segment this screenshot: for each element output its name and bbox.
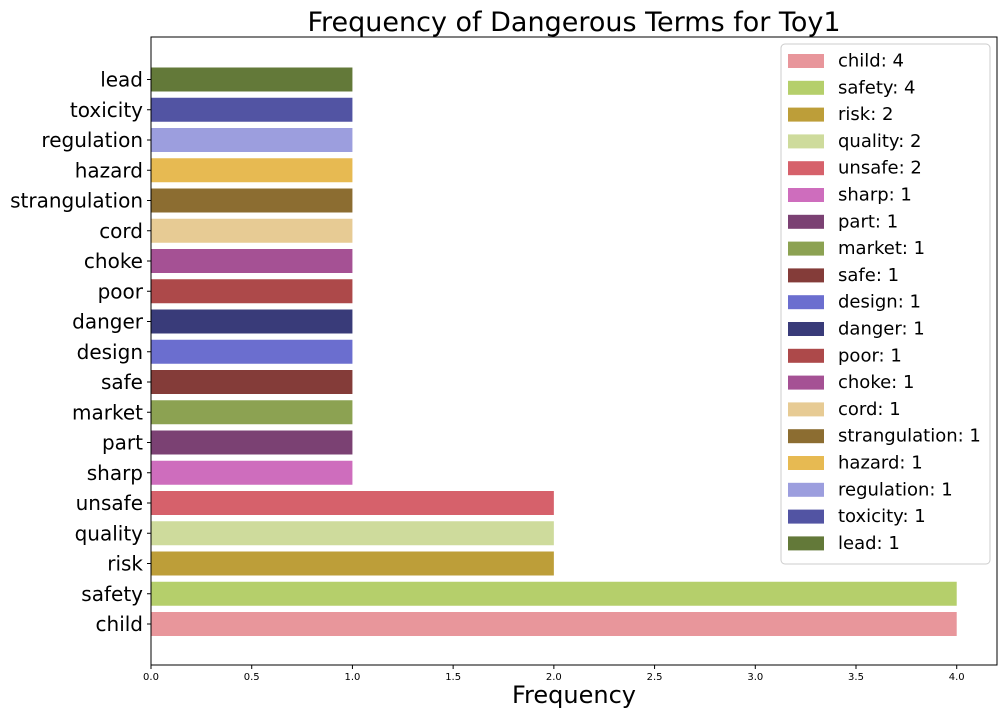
x-tick-label: 3.5 <box>848 672 864 683</box>
legend-label-danger: danger: 1 <box>838 319 925 340</box>
legend-swatch-sharp <box>788 188 824 202</box>
bar-child <box>151 612 957 636</box>
legend-swatch-risk <box>788 107 824 122</box>
legend-label-toxicity: toxicity: 1 <box>838 506 926 527</box>
legend-label-unsafe: unsafe: 2 <box>838 158 922 179</box>
legend-frame <box>780 43 991 565</box>
legend-swatch-toxicity <box>788 509 824 524</box>
x-axis-label: Frequency <box>512 681 636 709</box>
y-tick-label-toxicity: toxicity <box>70 98 143 122</box>
y-tick-label-risk: risk <box>107 552 143 576</box>
y-tick-label-quality: quality <box>75 521 144 545</box>
y-tick-label-choke: choke <box>84 249 143 273</box>
y-tick-label-unsafe: unsafe <box>76 491 143 515</box>
legend-label-poor: poor: 1 <box>838 345 902 366</box>
bar-risk <box>151 551 554 576</box>
bar-quality <box>151 521 554 546</box>
y-tick-label-market: market <box>72 400 143 424</box>
bar-toxicity <box>151 97 353 122</box>
y-tick-label-danger: danger <box>72 310 144 334</box>
y-tick-label-lead: lead <box>100 68 143 92</box>
legend-label-choke: choke: 1 <box>838 372 914 393</box>
legend-swatch-design <box>788 295 824 310</box>
x-tick-label: 1.5 <box>445 672 461 683</box>
x-tick-label: 0.5 <box>244 672 260 683</box>
y-tick-label-safety: safety <box>81 582 143 606</box>
bar-choke <box>151 249 353 273</box>
legend-swatch-part <box>788 214 824 229</box>
x-ticks: 0.0 0.5 1.0 1.5 2.0 2.5 3.0 3.5 4.0 <box>143 665 965 683</box>
y-tick-label-safe: safe <box>101 370 143 394</box>
legend-label-strangulation: strangulation: 1 <box>838 426 981 447</box>
bars-layer <box>151 67 957 636</box>
legend-swatch-hazard <box>788 456 824 470</box>
legend-label-hazard: hazard: 1 <box>838 453 923 474</box>
x-tick-label: 0.0 <box>143 672 159 683</box>
y-tick-label-strangulation: strangulation <box>10 189 143 213</box>
bar-sharp <box>151 460 353 485</box>
legend-label-market: market: 1 <box>838 238 925 259</box>
legend-swatch-safety <box>788 80 824 95</box>
bar-unsafe <box>151 491 554 515</box>
bar-lead <box>151 67 353 92</box>
x-tick-label: 3.0 <box>747 672 763 683</box>
legend-label-child: child: 4 <box>838 51 904 72</box>
legend-swatch-choke <box>788 375 824 390</box>
chart-title: Frequency of Dangerous Terms for Toy1 <box>307 7 840 38</box>
y-tick-label-part: part <box>102 431 143 455</box>
legend-swatch-market <box>788 241 824 256</box>
y-tick-label-hazard: hazard <box>75 158 143 182</box>
legend-swatch-strangulation <box>788 429 824 444</box>
legend-swatch-child <box>788 54 824 68</box>
legend-label-safety: safety: 4 <box>838 77 915 98</box>
y-tick-label-poor: poor <box>98 279 144 303</box>
x-tick-label: 1.0 <box>344 672 360 683</box>
legend-swatch-cord <box>788 402 824 417</box>
legend-label-lead: lead: 1 <box>838 533 900 554</box>
bar-regulation <box>151 128 353 152</box>
legend-label-cord: cord: 1 <box>838 399 901 420</box>
x-tick-label: 2.0 <box>546 672 562 683</box>
legend-label-sharp: sharp: 1 <box>838 185 912 206</box>
y-tick-label-child: child <box>96 612 143 636</box>
bar-danger <box>151 309 353 334</box>
bar-part <box>151 430 353 455</box>
legend-label-regulation: regulation: 1 <box>838 479 953 500</box>
y-tick-label-sharp: sharp <box>87 461 143 485</box>
plot-frame <box>150 36 998 666</box>
bar-safety <box>151 581 957 606</box>
legend-swatch-regulation <box>788 482 824 497</box>
bar-cord <box>151 218 353 243</box>
bar-market <box>151 400 353 425</box>
legend-label-risk: risk: 2 <box>838 104 893 125</box>
legend-label-quality: quality: 2 <box>838 131 922 152</box>
legend-swatch-poor <box>788 348 824 363</box>
y-tick-label-cord: cord <box>99 219 143 243</box>
x-tick-label: 2.5 <box>647 672 663 683</box>
legend-swatch-quality <box>788 134 824 149</box>
legend-label-safe: safe: 1 <box>838 265 899 286</box>
bar-safe <box>151 370 353 394</box>
legend-swatch-lead <box>788 536 824 551</box>
legend-label-design: design: 1 <box>838 292 921 313</box>
y-tick-label-design: design <box>77 340 143 364</box>
legend-label-part: part: 1 <box>838 211 898 232</box>
y-tick-label-regulation: regulation <box>41 128 143 152</box>
legend-swatch-unsafe <box>788 161 824 176</box>
legend: child: 4 safety: 4 risk: 2 quality: 2 unsafe… <box>780 43 991 565</box>
x-tick-label: 4.0 <box>949 672 965 683</box>
bar-design <box>151 339 353 364</box>
legend-swatch-safe <box>788 268 824 283</box>
bar-strangulation <box>151 188 353 213</box>
bar-hazard <box>151 158 353 183</box>
legend-swatch-danger <box>788 322 824 336</box>
y-tick-labels: child safety risk quality unsafe sharp part mar… <box>10 68 151 636</box>
bar-poor <box>151 279 353 304</box>
